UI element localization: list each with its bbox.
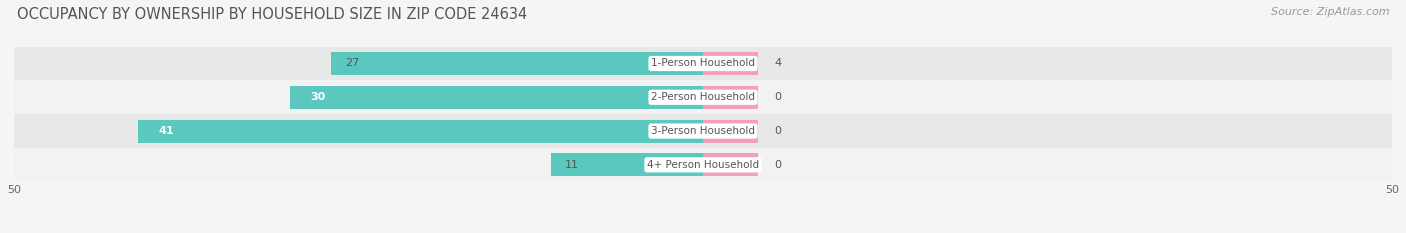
Bar bbox=[14, 114, 1392, 148]
Text: 4: 4 bbox=[775, 58, 782, 69]
Text: 41: 41 bbox=[159, 126, 174, 136]
Bar bbox=[703, 153, 758, 176]
Text: 0: 0 bbox=[775, 160, 782, 170]
Bar bbox=[330, 52, 703, 75]
Bar bbox=[138, 120, 703, 143]
Text: 0: 0 bbox=[775, 92, 782, 102]
Text: 30: 30 bbox=[311, 92, 326, 102]
Text: OCCUPANCY BY OWNERSHIP BY HOUSEHOLD SIZE IN ZIP CODE 24634: OCCUPANCY BY OWNERSHIP BY HOUSEHOLD SIZE… bbox=[17, 7, 527, 22]
Text: Source: ZipAtlas.com: Source: ZipAtlas.com bbox=[1271, 7, 1389, 17]
Text: 2-Person Household: 2-Person Household bbox=[651, 92, 755, 102]
Bar bbox=[703, 86, 758, 109]
Text: 1-Person Household: 1-Person Household bbox=[651, 58, 755, 69]
Legend: Owner-occupied, Renter-occupied: Owner-occupied, Renter-occupied bbox=[585, 231, 821, 233]
Bar bbox=[14, 148, 1392, 182]
Text: 4+ Person Household: 4+ Person Household bbox=[647, 160, 759, 170]
Bar bbox=[703, 120, 758, 143]
Bar bbox=[14, 80, 1392, 114]
Text: 3-Person Household: 3-Person Household bbox=[651, 126, 755, 136]
Bar bbox=[14, 47, 1392, 80]
Text: 0: 0 bbox=[775, 126, 782, 136]
Bar bbox=[290, 86, 703, 109]
Text: 27: 27 bbox=[344, 58, 359, 69]
Bar bbox=[703, 52, 758, 75]
Text: 11: 11 bbox=[565, 160, 579, 170]
Bar bbox=[551, 153, 703, 176]
